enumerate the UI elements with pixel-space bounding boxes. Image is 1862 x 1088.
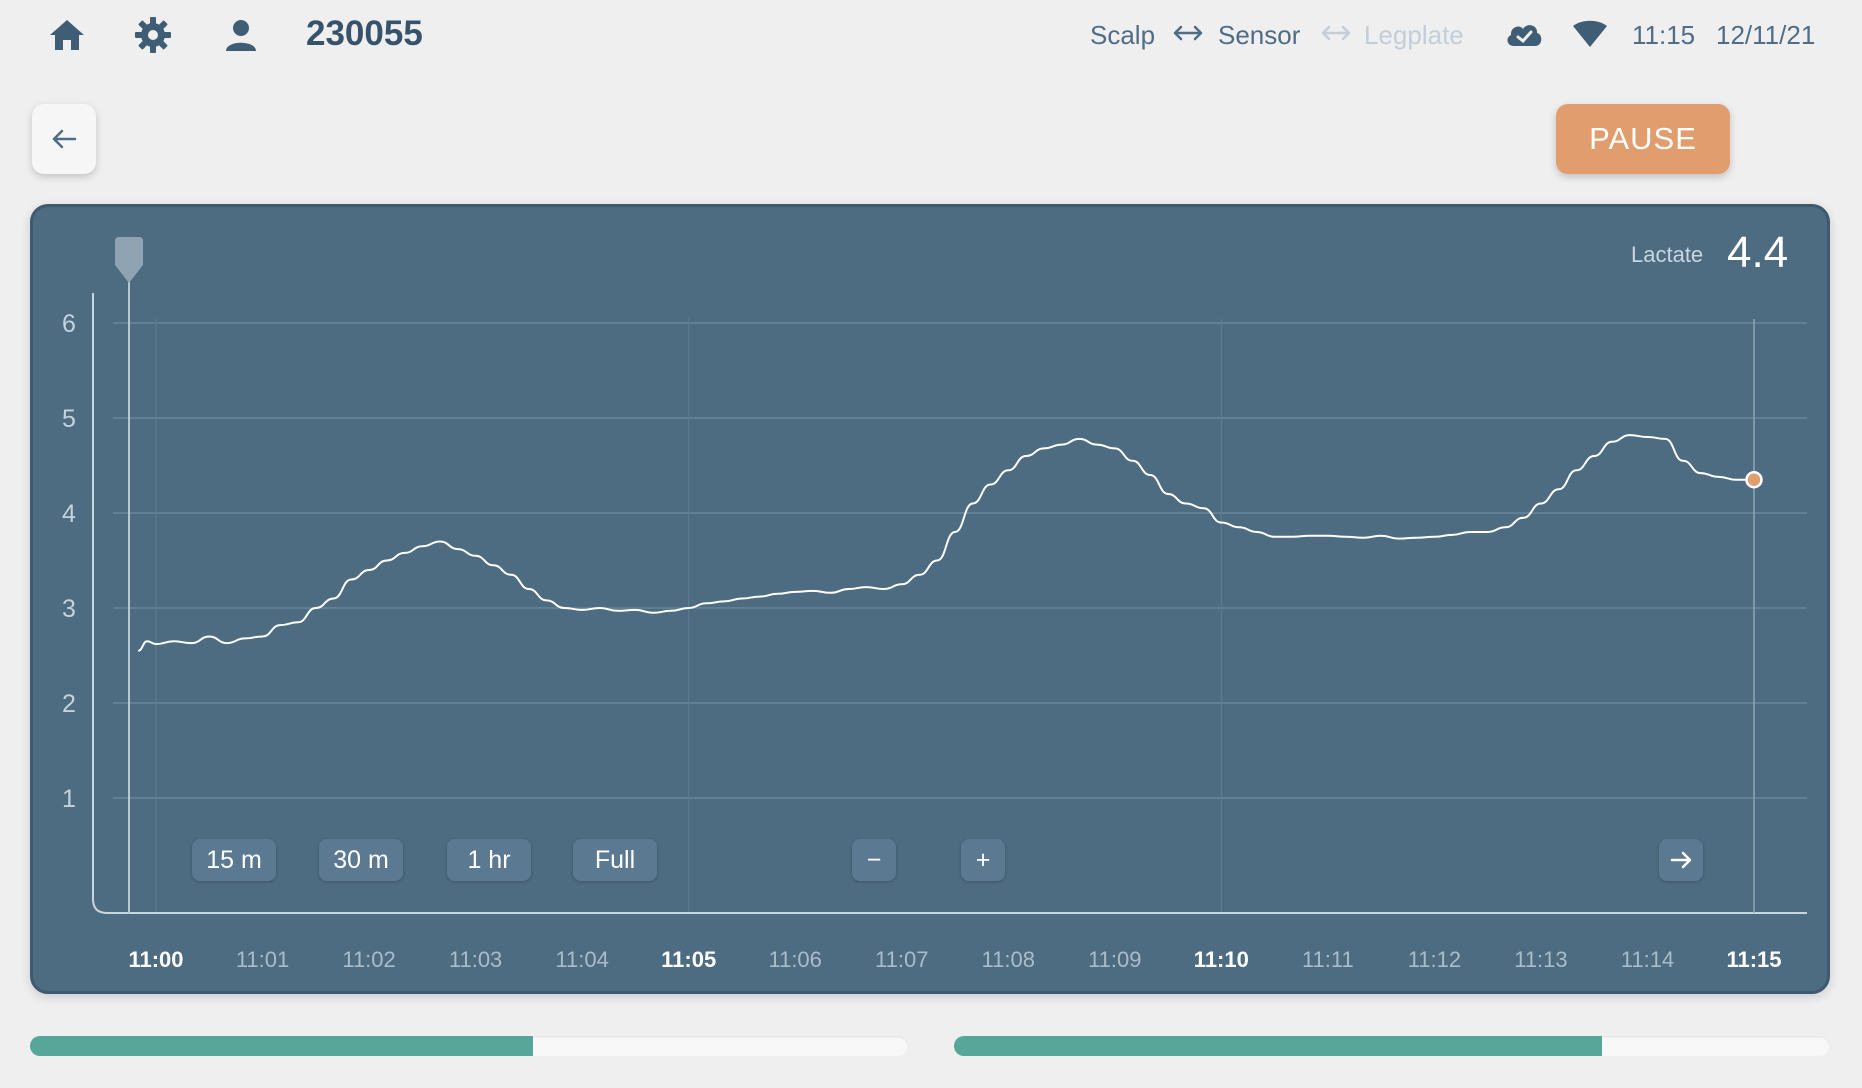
user-icon[interactable] [218, 14, 264, 56]
range-15m-button[interactable]: 15 m [192, 839, 276, 881]
arrow-right-icon [1670, 851, 1692, 869]
lactate-chart-panel: 1 2 3 4 5 6 11:00 11:01 11:02 11:03 11:04 11:05 11:0… [30, 204, 1830, 994]
x-tick-label: 11:14 [1621, 947, 1674, 972]
gear-icon[interactable] [130, 14, 176, 56]
cloud-check-icon [1504, 18, 1544, 55]
progress-bar-right [954, 1036, 1830, 1056]
y-tick-label: 4 [62, 500, 76, 528]
y-tick-label: 3 [62, 595, 76, 623]
wifi-icon [1572, 20, 1608, 53]
x-tick-label: 11:05 [661, 947, 716, 972]
x-tick-label: 11:03 [449, 947, 502, 972]
pause-button[interactable]: PAUSE [1556, 104, 1730, 174]
connection-scalp: Scalp [1090, 20, 1156, 50]
x-tick-label: 11:13 [1514, 947, 1567, 972]
lactate-label: Lactate [1631, 242, 1704, 267]
lactate-chart[interactable]: 1 2 3 4 5 6 11:00 11:01 11:02 11:03 11:04 11:05 11:0… [33, 207, 1827, 991]
zoom-out-button[interactable]: − [852, 839, 896, 881]
x-tick-label: 11:15 [1726, 947, 1781, 972]
range-1hr-button[interactable]: 1 hr [447, 839, 531, 881]
x-tick-label: 11:09 [1088, 947, 1141, 972]
y-tick-label: 1 [62, 785, 76, 813]
x-tick-label: 11:01 [236, 947, 289, 972]
x-tick-label: 11:04 [555, 947, 608, 972]
top-bar: 230055 Scalp Sensor Legplate 11:15 12/11… [0, 0, 1862, 72]
x-tick-label: 11:06 [768, 947, 821, 972]
x-tick-label: 11:12 [1408, 947, 1461, 972]
link-arrow-icon [1172, 21, 1204, 50]
link-arrow-icon [1320, 21, 1352, 50]
x-tick-label: 11:02 [342, 947, 395, 972]
scroll-right-button[interactable] [1659, 839, 1703, 881]
x-tick-label: 11:11 [1302, 947, 1354, 972]
home-icon[interactable] [44, 14, 90, 56]
patient-id: 230055 [306, 14, 423, 53]
clock-time: 11:15 [1632, 20, 1696, 50]
current-value-marker [1745, 471, 1763, 489]
range-full-button[interactable]: Full [573, 839, 657, 881]
y-tick-label: 6 [62, 310, 76, 338]
x-tick-label: 11:00 [128, 947, 183, 972]
back-button[interactable] [32, 104, 96, 174]
playhead-handle[interactable] [115, 237, 143, 283]
zoom-in-button[interactable]: + [961, 839, 1005, 881]
lactate-series-line [137, 434, 1754, 652]
arrow-left-icon [52, 129, 77, 149]
x-tick-label: 11:07 [875, 947, 928, 972]
connection-legplate: Legplate [1364, 20, 1464, 50]
connection-sensor: Sensor [1218, 20, 1301, 50]
progress-fill-left [30, 1036, 534, 1056]
progress-bar-left [30, 1036, 908, 1056]
x-tick-label: 11:08 [982, 947, 1035, 972]
x-tick-label: 11:10 [1194, 947, 1249, 972]
lactate-value: 4.4 [1727, 228, 1789, 277]
clock-date: 12/11/21 [1716, 20, 1816, 50]
y-tick-label: 5 [62, 405, 76, 433]
progress-fill-right [954, 1036, 1603, 1056]
chart-axis [92, 293, 1807, 914]
y-tick-label: 2 [62, 690, 76, 718]
range-30m-button[interactable]: 30 m [319, 839, 403, 881]
